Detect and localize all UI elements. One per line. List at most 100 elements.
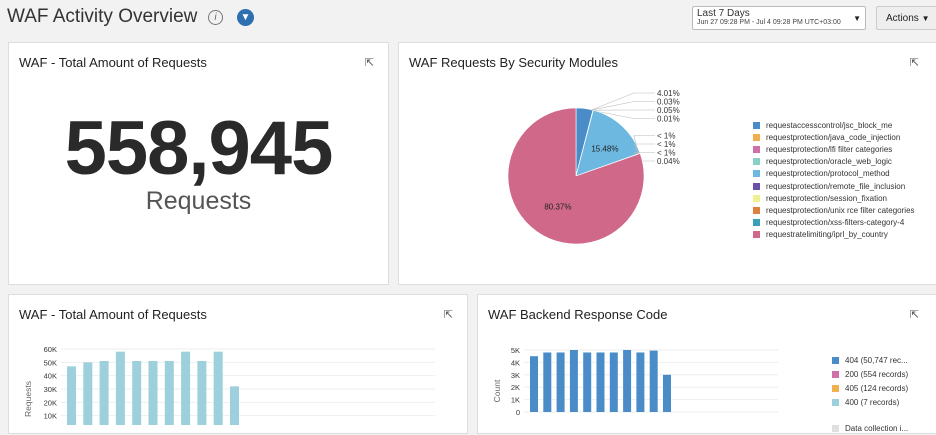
legend-item[interactable]: requestprotection/java_code_injection [753,131,915,143]
legend-label: Data collection i... [845,424,908,433]
slice-label: 0.04% [657,157,680,166]
bar [597,352,605,412]
y-tick-label: 20K [44,398,57,407]
page-title: WAF Activity Overview [7,6,197,28]
legend-item[interactable]: requestprotection/xss-filters-category-4 [753,217,915,229]
bar [610,352,618,412]
y-tick-label: 10K [44,412,57,421]
legend-swatch [753,122,760,129]
pie-chart: 4.01%0.03%0.05%0.01%15.48%< 1%< 1%< 1%0.… [399,83,699,283]
legend-swatch [753,231,760,238]
filter-icon[interactable]: ▼ [237,9,254,26]
legend-item[interactable]: 200 (554 records) [832,367,908,381]
legend-item[interactable]: requestratelimiting/iprl_by_country [753,229,915,241]
legend-item[interactable]: requestprotection/protocol_method [753,168,915,180]
legend-label: requestprotection/remote_file_inclusion [766,182,905,191]
y-axis-label: Requests [23,381,33,417]
bar [67,366,76,425]
y-tick-label: 60K [44,345,57,354]
actions-button[interactable]: Actions ▼ [876,6,936,30]
total-value: 558,945 [9,105,388,192]
chevron-down-icon: ▼ [922,14,930,23]
bar [165,361,174,425]
legend-swatch [753,146,760,153]
range-label: Last 7 Days [697,8,861,19]
legend-label: requestprotection/lfi filter categories [766,145,892,154]
bar [636,352,644,412]
legend-item[interactable]: requestprotection/lfi filter categories [753,143,915,155]
bar [132,361,141,425]
panel-title: WAF - Total Amount of Requests [19,55,207,70]
y-tick-label: 2K [511,383,520,392]
bar [214,352,223,425]
legend-item[interactable]: requestprotection/oracle_web_logic [753,156,915,168]
y-tick-label: 1K [511,396,520,405]
legend-label: requestprotection/oracle_web_logic [766,157,892,166]
legend-label: requestprotection/xss-filters-category-4 [766,218,904,227]
legend-swatch [753,134,760,141]
bar [570,350,578,412]
y-tick-label: 40K [44,372,57,381]
legend-item[interactable]: requestaccesscontrol/jsc_block_me [753,119,915,131]
legend-swatch [832,357,839,364]
bar [543,352,551,412]
bar [83,362,92,425]
bar [530,356,538,412]
bar [197,361,206,425]
bar [116,352,125,425]
legend-item[interactable]: 404 (50,747 rec... [832,353,908,367]
legend-label: 200 (554 records) [845,370,908,379]
legend-item[interactable]: 405 (124 records) [832,381,908,395]
bar [230,386,239,425]
legend-swatch [753,170,760,177]
y-tick-label: 3K [511,371,520,380]
legend-item[interactable]: Data collection i... [832,421,908,435]
legend-swatch [753,207,760,214]
bar [149,361,158,425]
legend-item[interactable]: requestprotection/unix rce filter catego… [753,204,915,216]
bar [181,352,190,425]
open-external-icon[interactable]: ⇱ [910,56,919,69]
legend-label: requestratelimiting/iprl_by_country [766,230,888,239]
slice-label: 0.01% [657,115,680,124]
open-external-icon[interactable]: ⇱ [910,308,919,321]
y-tick-label: 4K [511,358,520,367]
legend-swatch [753,158,760,165]
actions-label: Actions [886,13,919,24]
legend-label: 400 (7 records) [845,398,899,407]
info-icon[interactable]: i [208,10,223,25]
requests-bar-chart: 10K 20K 30K 40K 50K 60K Requests [9,295,459,425]
leader-line [591,102,655,111]
legend-label: 404 (50,747 rec... [845,356,908,365]
leader-line [634,153,655,154]
legend-swatch [753,195,760,202]
legend-item[interactable]: requestprotection/remote_file_inclusion [753,180,915,192]
response-code-bar-chart: 0 1K 2K 3K 4K 5K Count [478,295,828,425]
time-range-select[interactable]: Last 7 Days Jun 27 09:28 PM - Jul 4 09:2… [692,6,866,30]
legend-label: requestaccesscontrol/jsc_block_me [766,121,892,130]
slice-label: 15.48% [591,144,618,153]
bar [650,351,658,412]
y-tick-label: 5K [511,346,520,355]
legend-swatch [832,399,839,406]
legend-swatch [832,371,839,378]
y-axis-label: Count [492,379,502,402]
total-unit: Requests [9,187,388,216]
open-external-icon[interactable]: ⇱ [365,56,374,69]
y-tick-label: 0 [516,408,520,417]
range-value: Jun 27 09:28 PM - Jul 4 09:28 PM UTC+03:… [697,19,861,26]
legend-item[interactable]: 400 (7 records) [832,395,908,409]
y-tick-label: 30K [44,385,57,394]
bar [100,361,109,425]
legend-item[interactable]: requestprotection/session_fixation [753,192,915,204]
bar [557,352,565,412]
security-modules-panel: WAF Requests By Security Modules ⇱ 4.01%… [398,42,936,285]
legend-label: 405 (124 records) [845,384,908,393]
total-requests-panel: WAF - Total Amount of Requests ⇱ 558,945… [8,42,389,285]
legend-label: requestprotection/unix rce filter catego… [766,206,915,215]
bar [663,375,671,412]
y-tick-label: 50K [44,358,57,367]
